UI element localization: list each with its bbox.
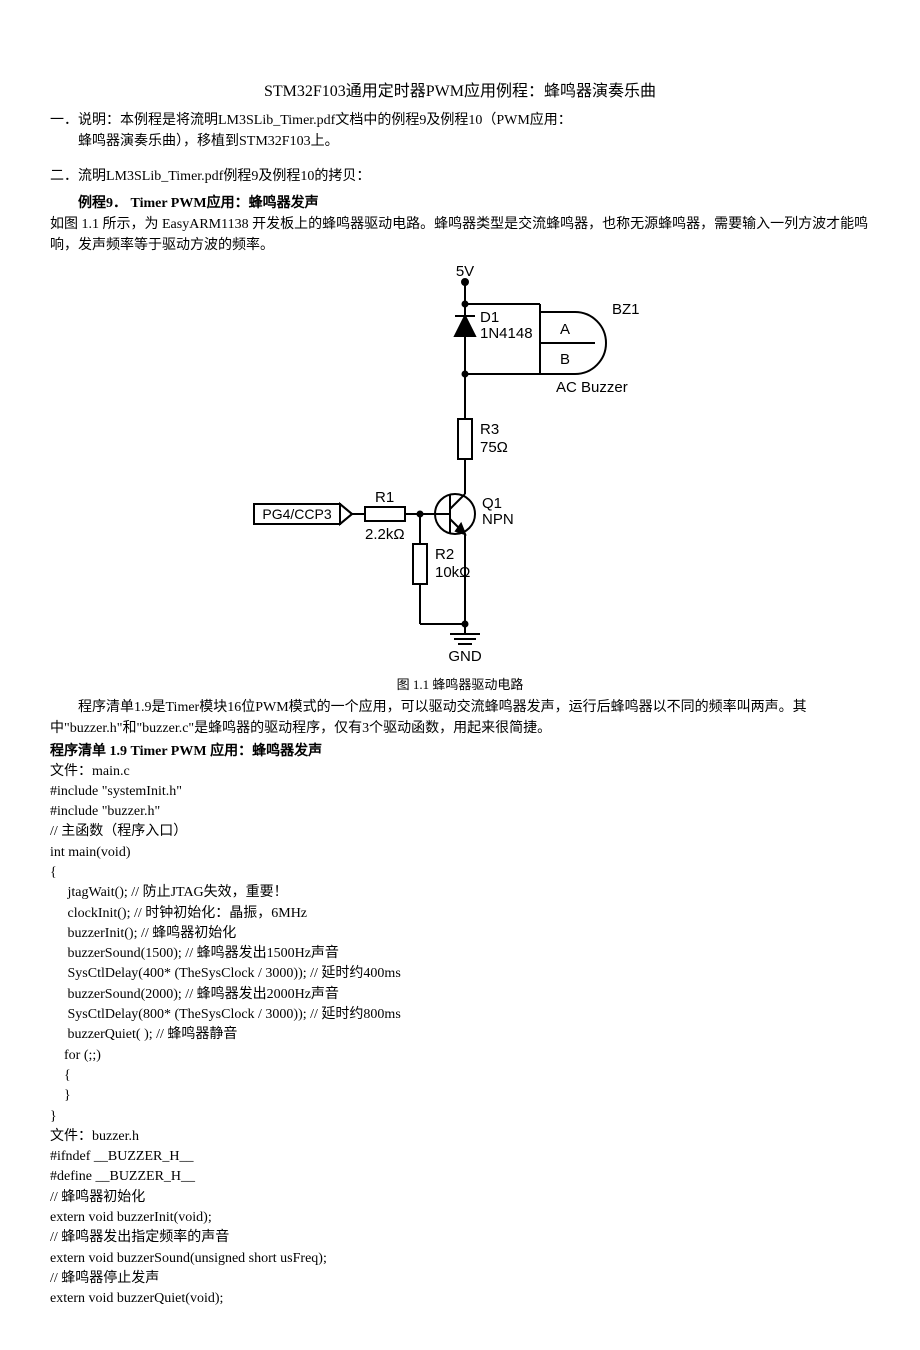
section-2-sub: 例程9． Timer PWM应用：蜂鸣器发声 [50, 193, 870, 214]
label-r3-val: 75Ω [480, 439, 508, 456]
section-1-head: 一．说明：本例程是将流明LM3SLib_Timer.pdf文档中的例程9及例程1… [50, 113, 572, 128]
document-title: STM32F103通用定时器PWM应用例程：蜂鸣器演奏乐曲 [50, 80, 870, 104]
label-pin: PG4/CCP3 [262, 506, 331, 522]
label-b: B [560, 351, 570, 368]
label-r1: R1 [375, 489, 394, 506]
section-2-head: 二．流明LM3SLib_Timer.pdf例程9及例程10的拷贝： [50, 169, 370, 184]
section-1-line2: 蜂鸣器演奏乐曲），移植到STM32F103上。 [50, 134, 339, 149]
label-ac-buzzer: AC Buzzer [556, 379, 628, 396]
label-q1-type: NPN [482, 511, 514, 528]
label-r1-val: 2.2kΩ [365, 526, 405, 543]
label-q1: Q1 [482, 495, 502, 512]
label-d1-part: 1N4148 [480, 325, 533, 342]
label-bz1: BZ1 [612, 301, 640, 318]
label-r3: R3 [480, 421, 499, 438]
example9-title: 例程9． Timer PWM应用：蜂鸣器发声 [78, 196, 319, 211]
section-1: 一．说明：本例程是将流明LM3SLib_Timer.pdf文档中的例程9及例程1… [50, 110, 870, 152]
label-a: A [560, 321, 570, 338]
label-r2: R2 [435, 546, 454, 563]
section-2: 二．流明LM3SLib_Timer.pdf例程9及例程10的拷贝： [50, 166, 870, 187]
paragraph-1: 如图 1.1 所示，为 EasyARM1138 开发板上的蜂鸣器驱动电路。蜂鸣器… [50, 214, 870, 256]
label-gnd: GND [448, 648, 482, 664]
label-d1: D1 [480, 309, 499, 326]
figure-caption: 图 1.1 蜂鸣器驱动电路 [50, 675, 870, 695]
listing-title: 程序清单 1.9 Timer PWM 应用：蜂鸣器发声 [50, 741, 870, 762]
circuit-diagram: 5V D1 1N4148 A B BZ1 AC Buzzer R3 75Ω [50, 264, 870, 671]
code-listing: 文件：main.c #include "systemInit.h" #inclu… [50, 762, 870, 1310]
label-5v: 5V [456, 264, 474, 280]
paragraph-2: 程序清单1.9是Timer模块16位PWM模式的一个应用，可以驱动交流蜂鸣器发声… [50, 697, 870, 739]
